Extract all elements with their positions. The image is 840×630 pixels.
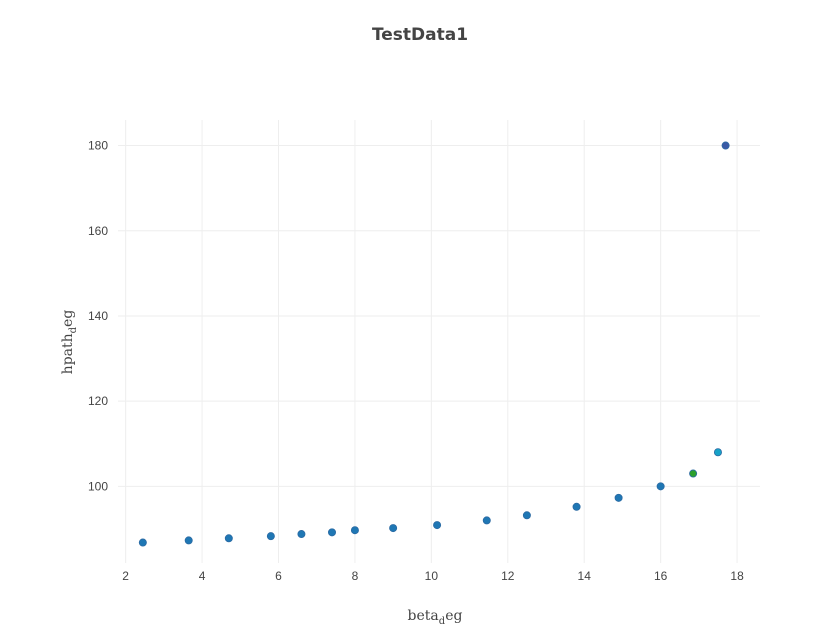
data-point[interactable]	[721, 141, 730, 150]
grid	[118, 120, 760, 563]
data-point[interactable]	[482, 516, 491, 525]
y-tick-label: 160	[88, 224, 108, 238]
x-axis-label-rest: eg	[445, 608, 462, 624]
data-point[interactable]	[266, 532, 275, 541]
data-point[interactable]	[689, 469, 698, 478]
x-tick-label: 18	[730, 569, 744, 583]
y-tick-label: 140	[88, 309, 108, 323]
data-point[interactable]	[224, 534, 233, 543]
data-point[interactable]	[433, 521, 442, 530]
y-axis-label-sub: d	[68, 326, 79, 333]
data-point[interactable]	[327, 528, 336, 537]
x-tick-label: 4	[199, 569, 206, 583]
x-tick-label: 2	[122, 569, 129, 583]
chart-title: TestData1	[372, 25, 468, 45]
tick-labels: 2 4 6 8 10 12 14 16 18 100 120 140 160 180	[88, 139, 744, 583]
x-tick-label: 10	[425, 569, 439, 583]
y-axis-label-base: hpath	[60, 333, 76, 374]
data-point[interactable]	[656, 482, 665, 491]
x-tick-label: 12	[501, 569, 515, 583]
y-axis-label-rest: eg	[60, 310, 76, 327]
x-tick-label: 6	[275, 569, 282, 583]
x-tick-label: 16	[654, 569, 668, 583]
data-point[interactable]	[713, 448, 722, 457]
data-point[interactable]	[138, 538, 147, 547]
x-axis-label-sub: d	[439, 616, 446, 627]
data-point[interactable]	[572, 502, 581, 511]
y-tick-label: 120	[88, 394, 108, 408]
y-axis-label: hpathdeg	[60, 310, 79, 375]
data-point[interactable]	[522, 511, 531, 520]
data-point[interactable]	[389, 524, 398, 533]
x-tick-label: 14	[578, 569, 592, 583]
y-tick-label: 100	[88, 479, 108, 493]
data-point[interactable]	[297, 530, 306, 539]
x-axis-label-base: beta	[408, 608, 439, 624]
data-point[interactable]	[350, 526, 359, 535]
x-tick-label: 8	[352, 569, 359, 583]
x-axis-label: betadeg	[408, 608, 463, 627]
y-tick-label: 180	[88, 139, 108, 153]
data-point[interactable]	[184, 536, 193, 545]
data-point[interactable]	[614, 493, 623, 502]
data-points	[138, 141, 730, 547]
